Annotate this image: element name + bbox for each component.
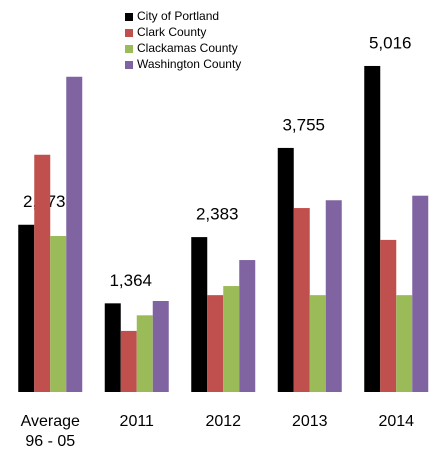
- bar: [293, 208, 310, 392]
- bar: [120, 330, 137, 392]
- bar: [66, 76, 83, 392]
- legend-label: Washington County: [137, 57, 241, 71]
- legend-label: Clackamas County: [137, 41, 238, 55]
- bar: [50, 236, 67, 392]
- x-tick-label: 2014: [378, 413, 415, 430]
- bar: [223, 286, 240, 392]
- bar: [34, 154, 51, 392]
- bar: [277, 147, 294, 392]
- bar: [18, 224, 35, 392]
- bar: [207, 295, 224, 392]
- bar: [396, 295, 413, 392]
- bar: [325, 200, 342, 392]
- bar: [239, 260, 256, 392]
- bar: [191, 237, 208, 392]
- x-tick-label: Average 96 - 05: [20, 413, 80, 450]
- bar: [412, 195, 429, 392]
- bar: [104, 303, 121, 392]
- x-tick-label: 2012: [205, 413, 242, 430]
- value-label: 3,755: [282, 115, 325, 134]
- x-tick-label: 2013: [291, 413, 328, 430]
- legend-label: City of Portland: [137, 9, 219, 23]
- bar: [380, 239, 397, 392]
- value-label: 5,016: [369, 33, 412, 52]
- x-tick-label: 2011: [119, 413, 154, 430]
- bar: [364, 65, 381, 393]
- bar: [136, 315, 153, 392]
- legend-swatch: [125, 13, 133, 21]
- value-label: 1,364: [109, 271, 152, 290]
- legend-swatch: [125, 45, 133, 53]
- value-label: 2,383: [196, 205, 239, 224]
- legend-label: Clark County: [137, 25, 206, 39]
- bar: [152, 301, 169, 392]
- legend-swatch: [125, 29, 133, 37]
- legend-swatch: [125, 61, 133, 69]
- bar: [309, 295, 326, 392]
